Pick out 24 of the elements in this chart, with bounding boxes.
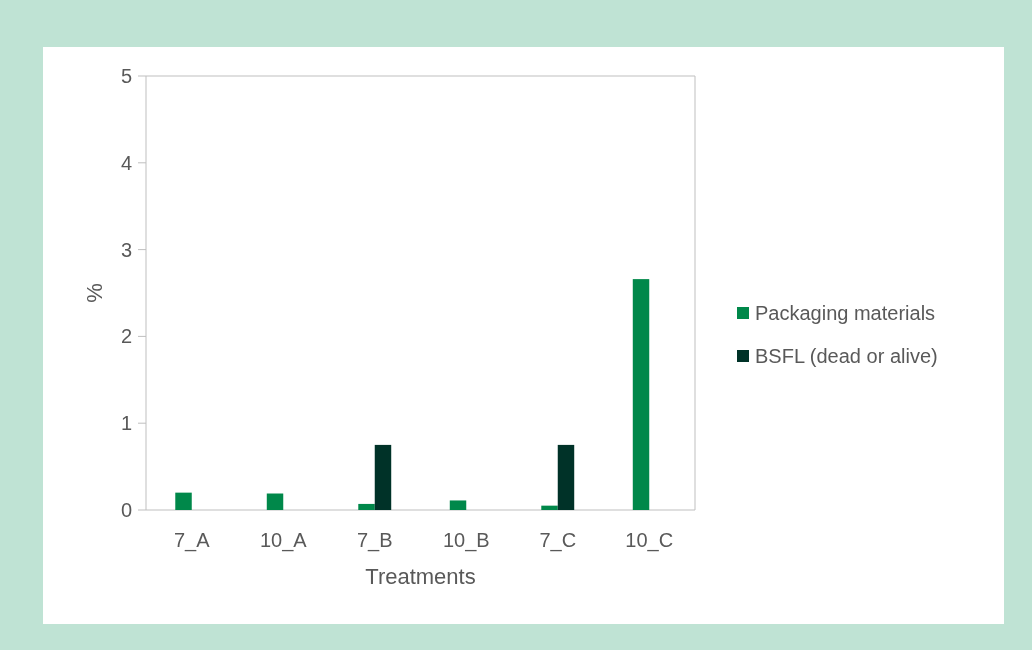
bar — [374, 444, 392, 510]
bar — [266, 493, 284, 510]
x-tick-label: 10_C — [625, 529, 674, 552]
bar — [541, 505, 558, 510]
legend-label: Packaging materials — [755, 302, 936, 324]
y-tick-label: 4 — [120, 151, 132, 174]
y-axis-title: % — [81, 283, 107, 303]
bar — [175, 492, 192, 510]
y-tick-label: 5 — [120, 65, 132, 87]
y-tick-label: 0 — [120, 499, 132, 521]
bar — [358, 503, 375, 510]
x-tick-label: 7_A — [173, 529, 211, 552]
x-tick-label: 10_A — [259, 529, 308, 552]
legend-label: BSFL (dead or alive) — [755, 345, 938, 367]
bar — [449, 500, 467, 510]
y-tick-label: 3 — [120, 238, 132, 261]
x-axis-title: Treatments — [365, 563, 476, 589]
y-tick-label: 2 — [120, 325, 132, 348]
x-tick-label: 7_B — [356, 529, 393, 552]
x-tick-label: 10_B — [442, 529, 490, 552]
x-tick-label: 7_C — [539, 529, 577, 552]
bar — [632, 279, 650, 510]
bar — [557, 444, 575, 510]
y-tick-label: 1 — [120, 412, 132, 435]
